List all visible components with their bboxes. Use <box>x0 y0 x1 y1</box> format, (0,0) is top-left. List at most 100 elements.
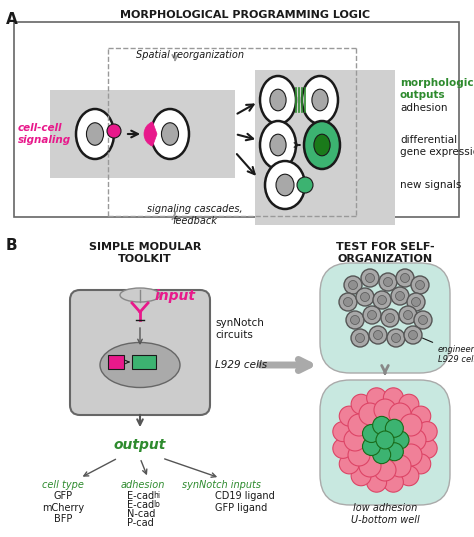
Circle shape <box>383 278 392 287</box>
Text: L929 cells: L929 cells <box>215 360 267 370</box>
FancyBboxPatch shape <box>320 380 450 505</box>
Circle shape <box>385 419 403 437</box>
Circle shape <box>391 287 409 305</box>
Circle shape <box>385 314 394 323</box>
Ellipse shape <box>260 76 296 124</box>
Circle shape <box>399 394 419 414</box>
Ellipse shape <box>314 134 330 156</box>
Circle shape <box>373 416 391 434</box>
Circle shape <box>396 269 414 287</box>
Ellipse shape <box>100 343 180 388</box>
Text: TEST FOR SELF-
ORGANIZATION: TEST FOR SELF- ORGANIZATION <box>336 242 434 264</box>
Circle shape <box>389 455 411 477</box>
Circle shape <box>391 431 409 449</box>
Circle shape <box>348 414 370 436</box>
Circle shape <box>392 333 401 343</box>
Circle shape <box>365 273 374 282</box>
Text: MORPHOLOGICAL PROGRAMMING LOGIC: MORPHOLOGICAL PROGRAMMING LOGIC <box>120 10 370 20</box>
Circle shape <box>409 330 418 339</box>
Text: new signals: new signals <box>400 180 461 190</box>
Circle shape <box>348 444 370 466</box>
Circle shape <box>411 406 431 426</box>
Circle shape <box>344 276 362 294</box>
FancyBboxPatch shape <box>70 290 210 415</box>
Ellipse shape <box>270 134 286 156</box>
Text: CD19 ligand
GFP ligand: CD19 ligand GFP ligand <box>215 491 275 513</box>
Circle shape <box>373 446 391 463</box>
Circle shape <box>377 295 386 304</box>
Circle shape <box>333 438 353 459</box>
Text: P-cad: P-cad <box>127 518 154 528</box>
FancyBboxPatch shape <box>108 355 124 369</box>
Circle shape <box>385 442 403 461</box>
Circle shape <box>403 310 412 320</box>
Circle shape <box>381 309 399 327</box>
FancyBboxPatch shape <box>50 90 235 178</box>
Text: A: A <box>6 12 18 27</box>
Circle shape <box>399 466 419 486</box>
Circle shape <box>359 403 381 425</box>
Text: differential
gene expression: differential gene expression <box>400 135 474 157</box>
Circle shape <box>411 454 431 474</box>
Text: morphological
outputs: morphological outputs <box>400 78 474 99</box>
Circle shape <box>414 311 432 329</box>
Text: synNotch
circuits: synNotch circuits <box>215 318 264 339</box>
Circle shape <box>107 124 121 138</box>
Circle shape <box>361 293 370 301</box>
Circle shape <box>376 431 394 449</box>
Circle shape <box>363 424 381 442</box>
Circle shape <box>383 388 403 408</box>
Wedge shape <box>144 122 157 146</box>
Circle shape <box>361 269 379 287</box>
FancyBboxPatch shape <box>255 70 395 225</box>
Circle shape <box>297 177 313 193</box>
Circle shape <box>383 472 403 492</box>
Circle shape <box>417 438 437 459</box>
Text: Spatial reorganization: Spatial reorganization <box>136 50 244 60</box>
Circle shape <box>404 326 422 344</box>
Text: B: B <box>6 238 18 253</box>
Circle shape <box>389 403 411 425</box>
Circle shape <box>339 454 359 474</box>
Circle shape <box>356 288 374 306</box>
Text: E-cad: E-cad <box>127 491 154 501</box>
Circle shape <box>416 280 425 289</box>
Ellipse shape <box>151 109 189 159</box>
Ellipse shape <box>86 123 103 145</box>
Circle shape <box>351 394 371 414</box>
Text: SIMPLE MODULAR
TOOLKIT: SIMPLE MODULAR TOOLKIT <box>89 242 201 264</box>
Text: signaling cascades,
feedback: signaling cascades, feedback <box>147 204 243 226</box>
Circle shape <box>379 273 397 291</box>
Circle shape <box>367 310 376 320</box>
Ellipse shape <box>162 123 179 145</box>
Circle shape <box>419 316 428 324</box>
Text: low adhesion
U-bottom well: low adhesion U-bottom well <box>351 503 419 525</box>
Circle shape <box>417 422 437 441</box>
Text: hi: hi <box>153 491 160 500</box>
Circle shape <box>366 472 387 492</box>
Circle shape <box>339 293 357 311</box>
FancyBboxPatch shape <box>320 263 450 373</box>
Circle shape <box>399 306 417 324</box>
Circle shape <box>351 329 369 347</box>
Ellipse shape <box>276 174 294 196</box>
Text: input: input <box>155 289 196 303</box>
Circle shape <box>339 406 359 426</box>
Circle shape <box>351 466 371 486</box>
Circle shape <box>366 388 387 408</box>
Circle shape <box>333 422 353 441</box>
Circle shape <box>374 459 396 481</box>
Circle shape <box>400 414 422 436</box>
Ellipse shape <box>260 121 296 169</box>
Text: synNotch inputs: synNotch inputs <box>182 480 262 490</box>
FancyBboxPatch shape <box>132 355 156 369</box>
Ellipse shape <box>265 161 305 209</box>
Ellipse shape <box>76 109 114 159</box>
Ellipse shape <box>120 288 160 302</box>
Text: output: output <box>114 438 166 452</box>
Ellipse shape <box>302 76 338 124</box>
Circle shape <box>387 329 405 347</box>
Text: adhesion: adhesion <box>400 103 447 113</box>
Circle shape <box>363 306 381 324</box>
Text: cell type: cell type <box>42 480 84 490</box>
